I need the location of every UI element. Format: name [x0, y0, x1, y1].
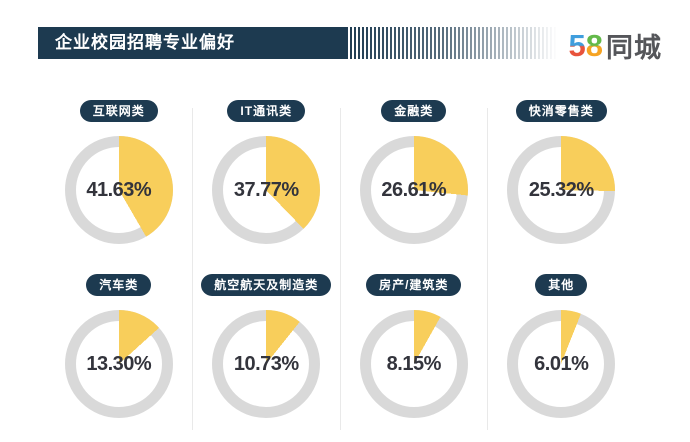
percent-value: 26.61% [381, 178, 447, 201]
donut-chart: 13.30% [64, 310, 173, 418]
category-pill: 互联网类 [79, 100, 158, 122]
donut-cell-internet: 互联网类 41.63% [45, 100, 193, 244]
percent-value: 10.73% [233, 352, 299, 375]
column-divider [192, 108, 193, 430]
header-stripes-decoration [346, 27, 558, 59]
percent-value: 6.01% [534, 352, 589, 375]
donut-chart: 26.61% [359, 136, 468, 244]
percent-value: 13.30% [86, 352, 152, 375]
category-pill: 金融类 [381, 100, 447, 122]
percent-value: 41.63% [86, 178, 152, 201]
pie-wedge [64, 136, 173, 244]
category-pill: 其他 [535, 274, 588, 296]
category-pill: 快消零售类 [515, 100, 607, 122]
donut-cell-fmcg-retail: 快消零售类 25.32% [488, 100, 636, 244]
logo-digit-8: 8 [585, 27, 603, 63]
donut-cell-it-telecom: IT通讯类 37.77% [193, 100, 341, 244]
pie-wedge [212, 310, 321, 418]
column-divider [340, 108, 341, 430]
donut-cell-realestate-construction: 房产/建筑类 8.15% [340, 274, 488, 418]
percent-value: 8.15% [386, 352, 442, 375]
category-pill: 汽车类 [86, 274, 152, 296]
pie-wedge [507, 136, 616, 244]
pie-wedge [64, 310, 173, 418]
percent-value: 37.77% [233, 178, 299, 201]
donut-cell-finance: 金融类 26.61% [340, 100, 488, 244]
donut-cell-automobile: 汽车类 13.30% [45, 274, 193, 418]
header-bar: 企业校园招聘专业偏好 [38, 27, 558, 59]
pie-wedge [212, 136, 321, 244]
logo-suffix: 同城 [606, 33, 662, 63]
column-divider [487, 108, 488, 430]
donut-chart: 25.32% [507, 136, 616, 244]
page-title: 企业校园招聘专业偏好 [55, 33, 235, 52]
logo-digit-5: 5 [568, 27, 586, 63]
donut-chart: 41.63% [64, 136, 173, 244]
donut-cell-aerospace-manufacturing: 航空航天及制造类 10.73% [193, 274, 341, 418]
logo-58tongcheng: 5 8 同城 [569, 26, 663, 65]
category-pill: 航空航天及制造类 [201, 274, 332, 296]
pie-wedge [507, 310, 616, 418]
category-pill: IT通讯类 [227, 100, 306, 122]
donut-chart: 37.77% [212, 136, 321, 244]
donut-chart: 10.73% [212, 310, 321, 418]
percent-value: 25.32% [528, 178, 594, 201]
donut-chart: 6.01% [507, 310, 616, 418]
pie-wedge [359, 310, 468, 418]
donut-chart: 8.15% [359, 310, 468, 418]
category-pill: 房产/建筑类 [366, 274, 462, 296]
donut-grid: 互联网类 41.63% IT通讯类 37.77% 金融类 26.61% 快消零售… [45, 100, 635, 418]
pie-wedge [359, 136, 468, 244]
donut-cell-other: 其他 6.01% [488, 274, 636, 418]
